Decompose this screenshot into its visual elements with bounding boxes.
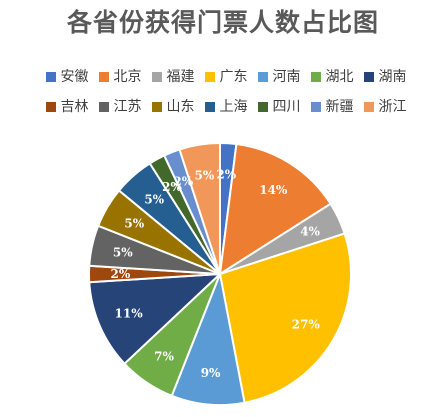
data-label: 5% <box>144 192 164 206</box>
legend-item: 安徽 <box>45 69 89 85</box>
pie-slice <box>178 141 221 275</box>
data-label: 2% <box>111 267 131 281</box>
legend-item: 江苏 <box>98 99 142 115</box>
legend-swatch <box>204 72 215 82</box>
legend-item: 福建 <box>151 69 195 85</box>
legend-swatch <box>151 102 162 112</box>
pie-slice <box>218 142 332 276</box>
legend-item: 新疆 <box>310 99 354 115</box>
legend-label: 福建 <box>166 69 195 85</box>
legend-item: 四川 <box>257 99 301 115</box>
legend-item: 吉林 <box>45 99 89 115</box>
legend-swatch <box>45 72 56 82</box>
legend-item: 湖北 <box>310 69 354 85</box>
legend-label: 湖南 <box>378 69 407 85</box>
pie-slice <box>88 272 223 366</box>
data-label: 2% <box>162 180 182 194</box>
legend-swatch <box>310 72 321 82</box>
data-label: 2% <box>173 174 193 188</box>
legend-label: 四川 <box>272 99 301 115</box>
chart-title: 各省份获得门票人数占比图 <box>66 8 379 37</box>
legend-item: 山东 <box>151 99 195 115</box>
data-label: 11% <box>115 307 144 321</box>
legend-label: 江苏 <box>113 99 142 115</box>
data-label: 5% <box>113 245 133 259</box>
pie-slice <box>218 232 352 404</box>
legend-label: 浙江 <box>378 99 407 115</box>
legend-swatch <box>257 72 268 82</box>
legend-item: 河南 <box>257 69 301 85</box>
legend-swatch <box>151 72 162 82</box>
legend-label: 新疆 <box>325 99 354 115</box>
legend-item: 浙江 <box>363 99 407 115</box>
legend-swatch <box>257 102 268 112</box>
legend-label: 湖北 <box>325 69 354 85</box>
legend-label: 上海 <box>219 99 248 115</box>
legend-label: 山东 <box>166 99 195 115</box>
legend-swatch <box>363 72 374 82</box>
legend-swatch <box>363 102 374 112</box>
data-label: 9% <box>201 366 221 380</box>
legend-label: 广东 <box>219 69 248 85</box>
chart-legend: 安徽 北京 福建 广东 河南 湖北 湖南 吉林 江苏 山东 上海 四川 新疆 浙江 <box>10 62 442 122</box>
data-label: 4% <box>300 225 320 239</box>
legend-swatch <box>98 72 109 82</box>
data-label: 2% <box>216 168 236 182</box>
data-label: 27% <box>292 318 321 332</box>
legend-swatch <box>45 102 56 112</box>
legend-label: 安徽 <box>60 69 89 85</box>
legend-swatch <box>98 102 109 112</box>
legend-item: 上海 <box>204 99 248 115</box>
legend-item: 湖南 <box>363 69 407 85</box>
legend-label: 北京 <box>113 69 142 85</box>
data-label: 5% <box>124 216 144 230</box>
legend-label: 吉林 <box>60 99 89 115</box>
data-label: 7% <box>154 349 174 363</box>
legend-swatch <box>310 102 321 112</box>
legend-row: 吉林 江苏 山东 上海 四川 新疆 浙江 <box>10 92 442 122</box>
legend-swatch <box>204 102 215 112</box>
legend-label: 河南 <box>272 69 301 85</box>
legend-item: 北京 <box>98 69 142 85</box>
data-label: 5% <box>195 169 215 183</box>
legend-item: 广东 <box>204 69 248 85</box>
legend-row: 安徽 北京 福建 广东 河南 湖北 湖南 <box>10 62 442 92</box>
data-label: 14% <box>259 183 288 197</box>
